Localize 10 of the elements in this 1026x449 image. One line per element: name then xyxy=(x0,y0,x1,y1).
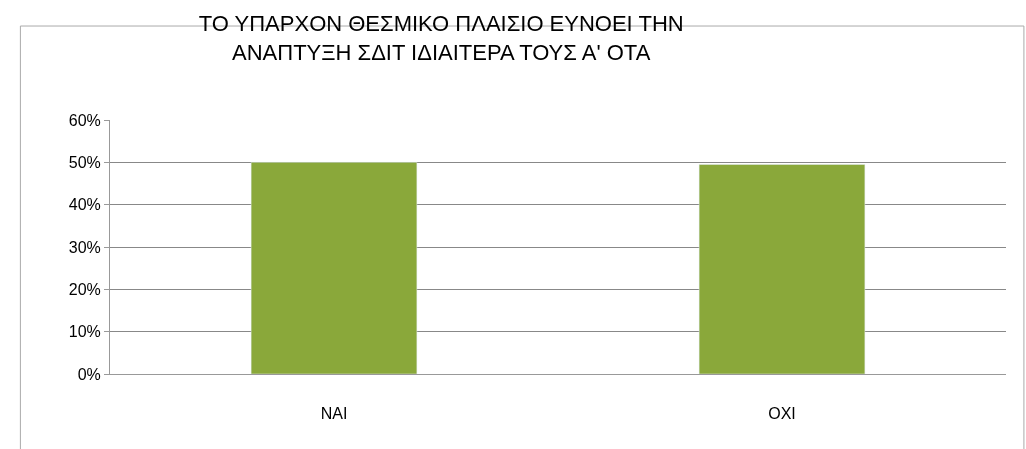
y-tick-label: 20% xyxy=(68,280,101,298)
y-tick-label: 10% xyxy=(68,323,101,341)
y-tick-label: 30% xyxy=(68,238,101,256)
x-tick-label: ΟΧΙ xyxy=(768,405,796,423)
y-tick-label: 50% xyxy=(68,153,101,171)
x-tick-label: ΝΑΙ xyxy=(320,405,348,423)
y-tick-label: 60% xyxy=(68,111,101,129)
chart-title: ΤΟ ΥΠΑΡΧΟΝ ΘΕΣΜΙΚΟ ΠΛΑΙΣΙΟ ΕΥΝΟΕΙ ΤΗΝ ΑΝΑΠΤΥΞΗ ΣΔΙΤ ΙΔΙΑΙΤΕΡΑ ΤΟΥΣ Α' ΟΤΑ xyxy=(198,11,684,66)
y-tick-label: 0% xyxy=(77,365,101,383)
y-tick-label: 40% xyxy=(68,196,101,214)
